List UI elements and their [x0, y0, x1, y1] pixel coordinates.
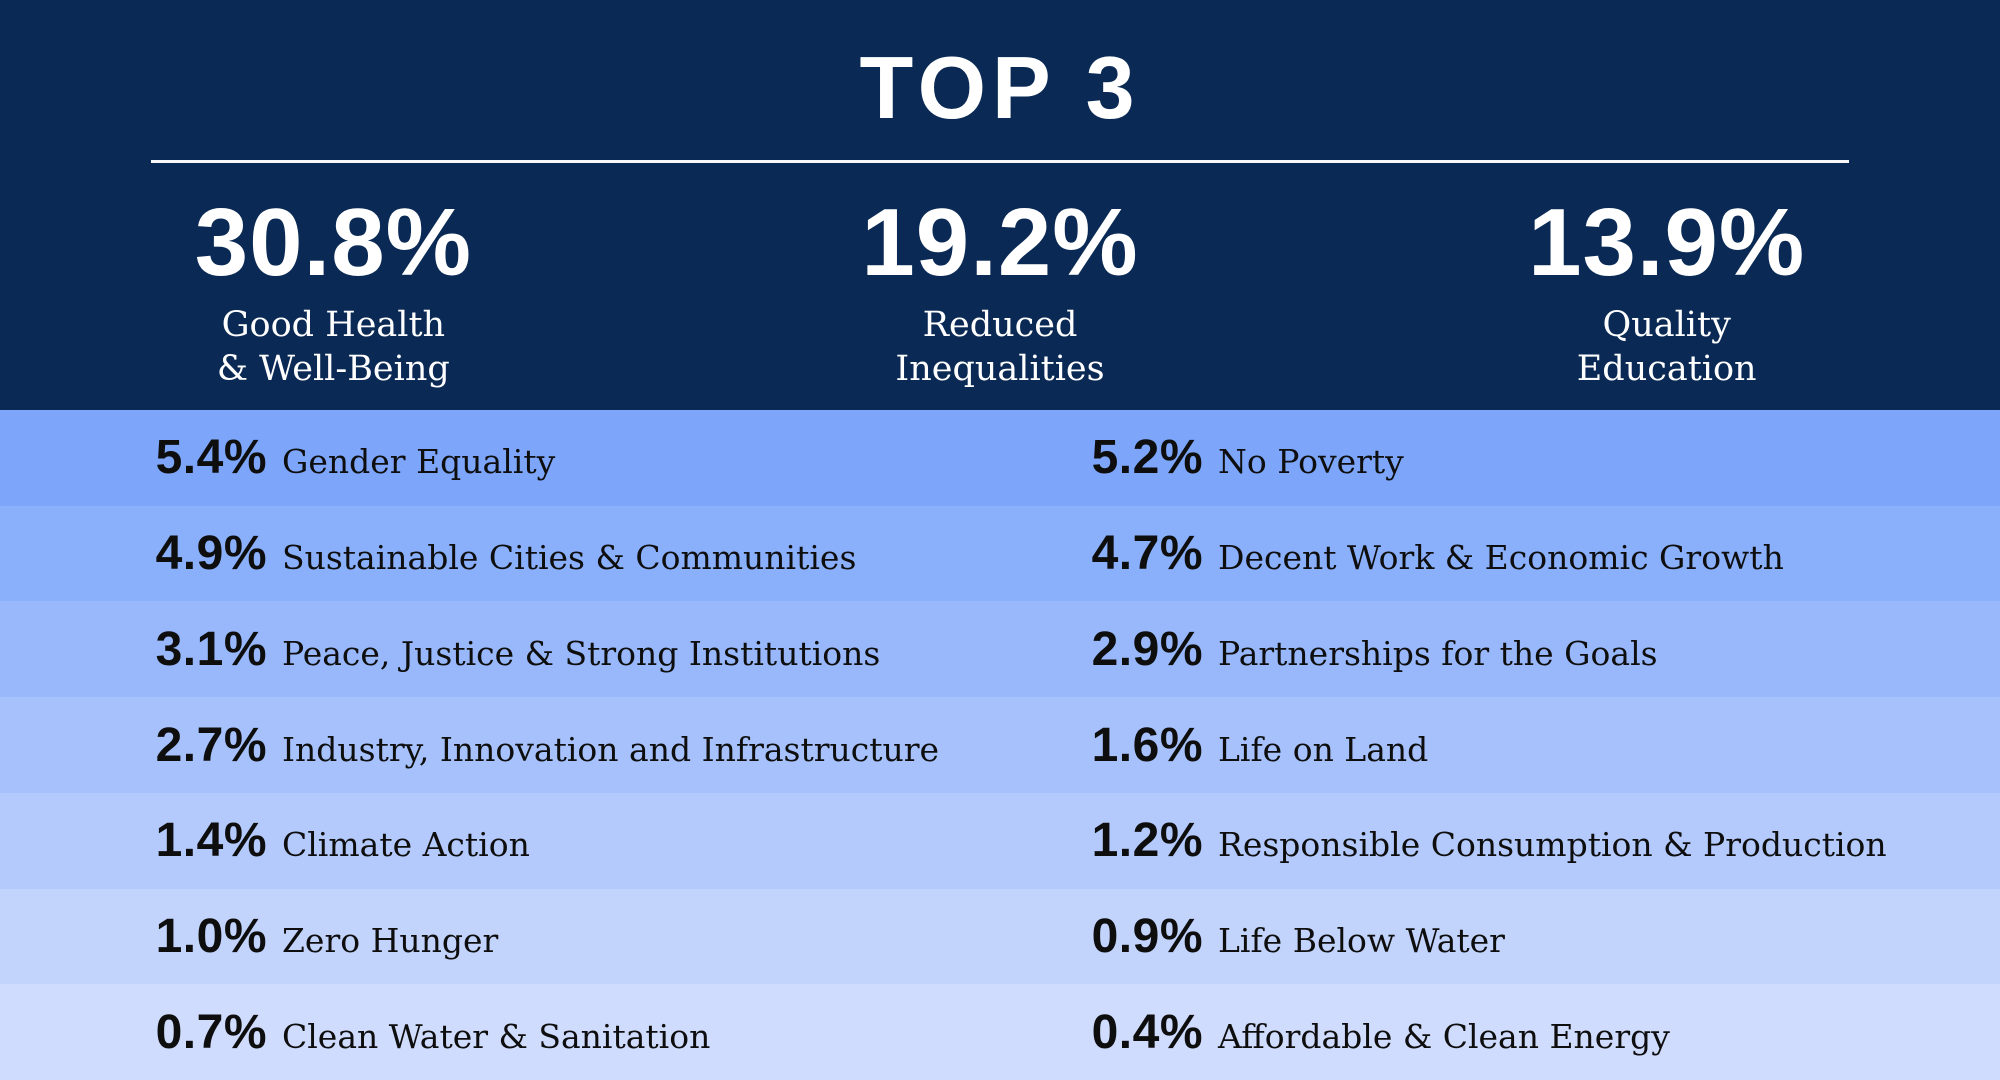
hero-section: TOP 3 30.8% Good Health & Well-Being 19.…: [0, 0, 2000, 410]
stat-reduced-inequalities: 19.2% Reduced Inequalities: [667, 195, 1334, 391]
row-value: 1.0%: [155, 909, 267, 963]
row-value: 1.6%: [1091, 718, 1203, 772]
row-cell-right: 0.9% Life Below Water: [1000, 909, 2000, 964]
row-label: Industry, Innovation and Infrastructure: [282, 729, 940, 769]
table-row: 1.0% Zero Hunger 0.9% Life Below Water: [0, 888, 2000, 985]
table-row: 2.7% Industry, Innovation and Infrastruc…: [0, 697, 2000, 793]
row-value: 3.1%: [155, 622, 267, 676]
row-cell-left: 3.1% Peace, Justice & Strong Institution…: [0, 622, 1000, 677]
row-label: Clean Water & Sanitation: [282, 1016, 711, 1056]
ranking-rows: 5.4% Gender Equality 5.2% No Poverty 4.9…: [0, 410, 2000, 1080]
stat-value: 19.2%: [861, 189, 1139, 296]
row-label: Zero Hunger: [282, 920, 499, 960]
page-title: TOP 3: [859, 38, 1141, 137]
stat-label: Reduced Inequalities: [895, 305, 1105, 389]
row-label: No Poverty: [1218, 442, 1404, 482]
row-cell-right: 0.4% Affordable & Clean Energy: [1000, 1005, 2000, 1060]
row-cell-right: 1.2% Responsible Consumption & Productio…: [1000, 813, 2000, 868]
row-value: 0.7%: [155, 1005, 267, 1059]
table-row: 4.9% Sustainable Cities & Communities 4.…: [0, 505, 2000, 602]
row-value: 1.2%: [1091, 814, 1203, 868]
row-cell-left: 4.9% Sustainable Cities & Communities: [0, 526, 1000, 581]
table-row: 3.1% Peace, Justice & Strong Institution…: [0, 601, 2000, 698]
row-label: Life Below Water: [1218, 920, 1505, 960]
row-value: 2.7%: [155, 718, 267, 772]
row-label: Life on Land: [1218, 729, 1429, 769]
row-label: Partnerships for the Goals: [1218, 633, 1658, 673]
row-value: 4.9%: [155, 527, 267, 581]
row-label: Sustainable Cities & Communities: [282, 538, 857, 578]
row-value: 0.9%: [1091, 909, 1203, 963]
row-cell-left: 1.4% Climate Action: [0, 813, 1000, 868]
stat-good-health: 30.8% Good Health & Well-Being: [0, 195, 667, 391]
table-row: 1.4% Climate Action 1.2% Responsible Con…: [0, 792, 2000, 889]
stat-quality-education: 13.9% Quality Education: [1333, 195, 2000, 391]
stat-value: 30.8%: [194, 189, 472, 296]
row-cell-right: 2.9% Partnerships for the Goals: [1000, 622, 2000, 677]
row-value: 4.7%: [1091, 527, 1203, 581]
row-cell-left: 2.7% Industry, Innovation and Infrastruc…: [0, 718, 1000, 773]
row-cell-left: 1.0% Zero Hunger: [0, 909, 1000, 964]
row-cell-right: 1.6% Life on Land: [1000, 718, 2000, 773]
row-label: Peace, Justice & Strong Institutions: [282, 633, 881, 673]
row-label: Responsible Consumption & Production: [1218, 825, 1887, 865]
row-cell-left: 0.7% Clean Water & Sanitation: [0, 1005, 1000, 1060]
table-row: 5.4% Gender Equality 5.2% No Poverty: [0, 410, 2000, 506]
row-value: 5.2%: [1091, 431, 1203, 485]
row-cell-right: 4.7% Decent Work & Economic Growth: [1000, 526, 2000, 581]
row-label: Climate Action: [282, 825, 530, 865]
row-value: 1.4%: [155, 814, 267, 868]
row-cell-right: 5.2% No Poverty: [1000, 430, 2000, 485]
stat-value: 13.9%: [1528, 189, 1806, 296]
row-label: Gender Equality: [282, 442, 556, 482]
row-label: Affordable & Clean Energy: [1218, 1016, 1670, 1056]
stat-label: Quality Education: [1576, 305, 1757, 389]
row-cell-left: 5.4% Gender Equality: [0, 430, 1000, 485]
row-label: Decent Work & Economic Growth: [1218, 538, 1784, 578]
table-row: 0.7% Clean Water & Sanitation 0.4% Affor…: [0, 984, 2000, 1080]
stat-label: Good Health & Well-Being: [216, 305, 450, 389]
row-value: 2.9%: [1091, 622, 1203, 676]
top3-stats: 30.8% Good Health & Well-Being 19.2% Red…: [0, 195, 2000, 391]
row-value: 5.4%: [155, 431, 267, 485]
title-divider: [151, 160, 1849, 163]
row-value: 0.4%: [1091, 1005, 1203, 1059]
